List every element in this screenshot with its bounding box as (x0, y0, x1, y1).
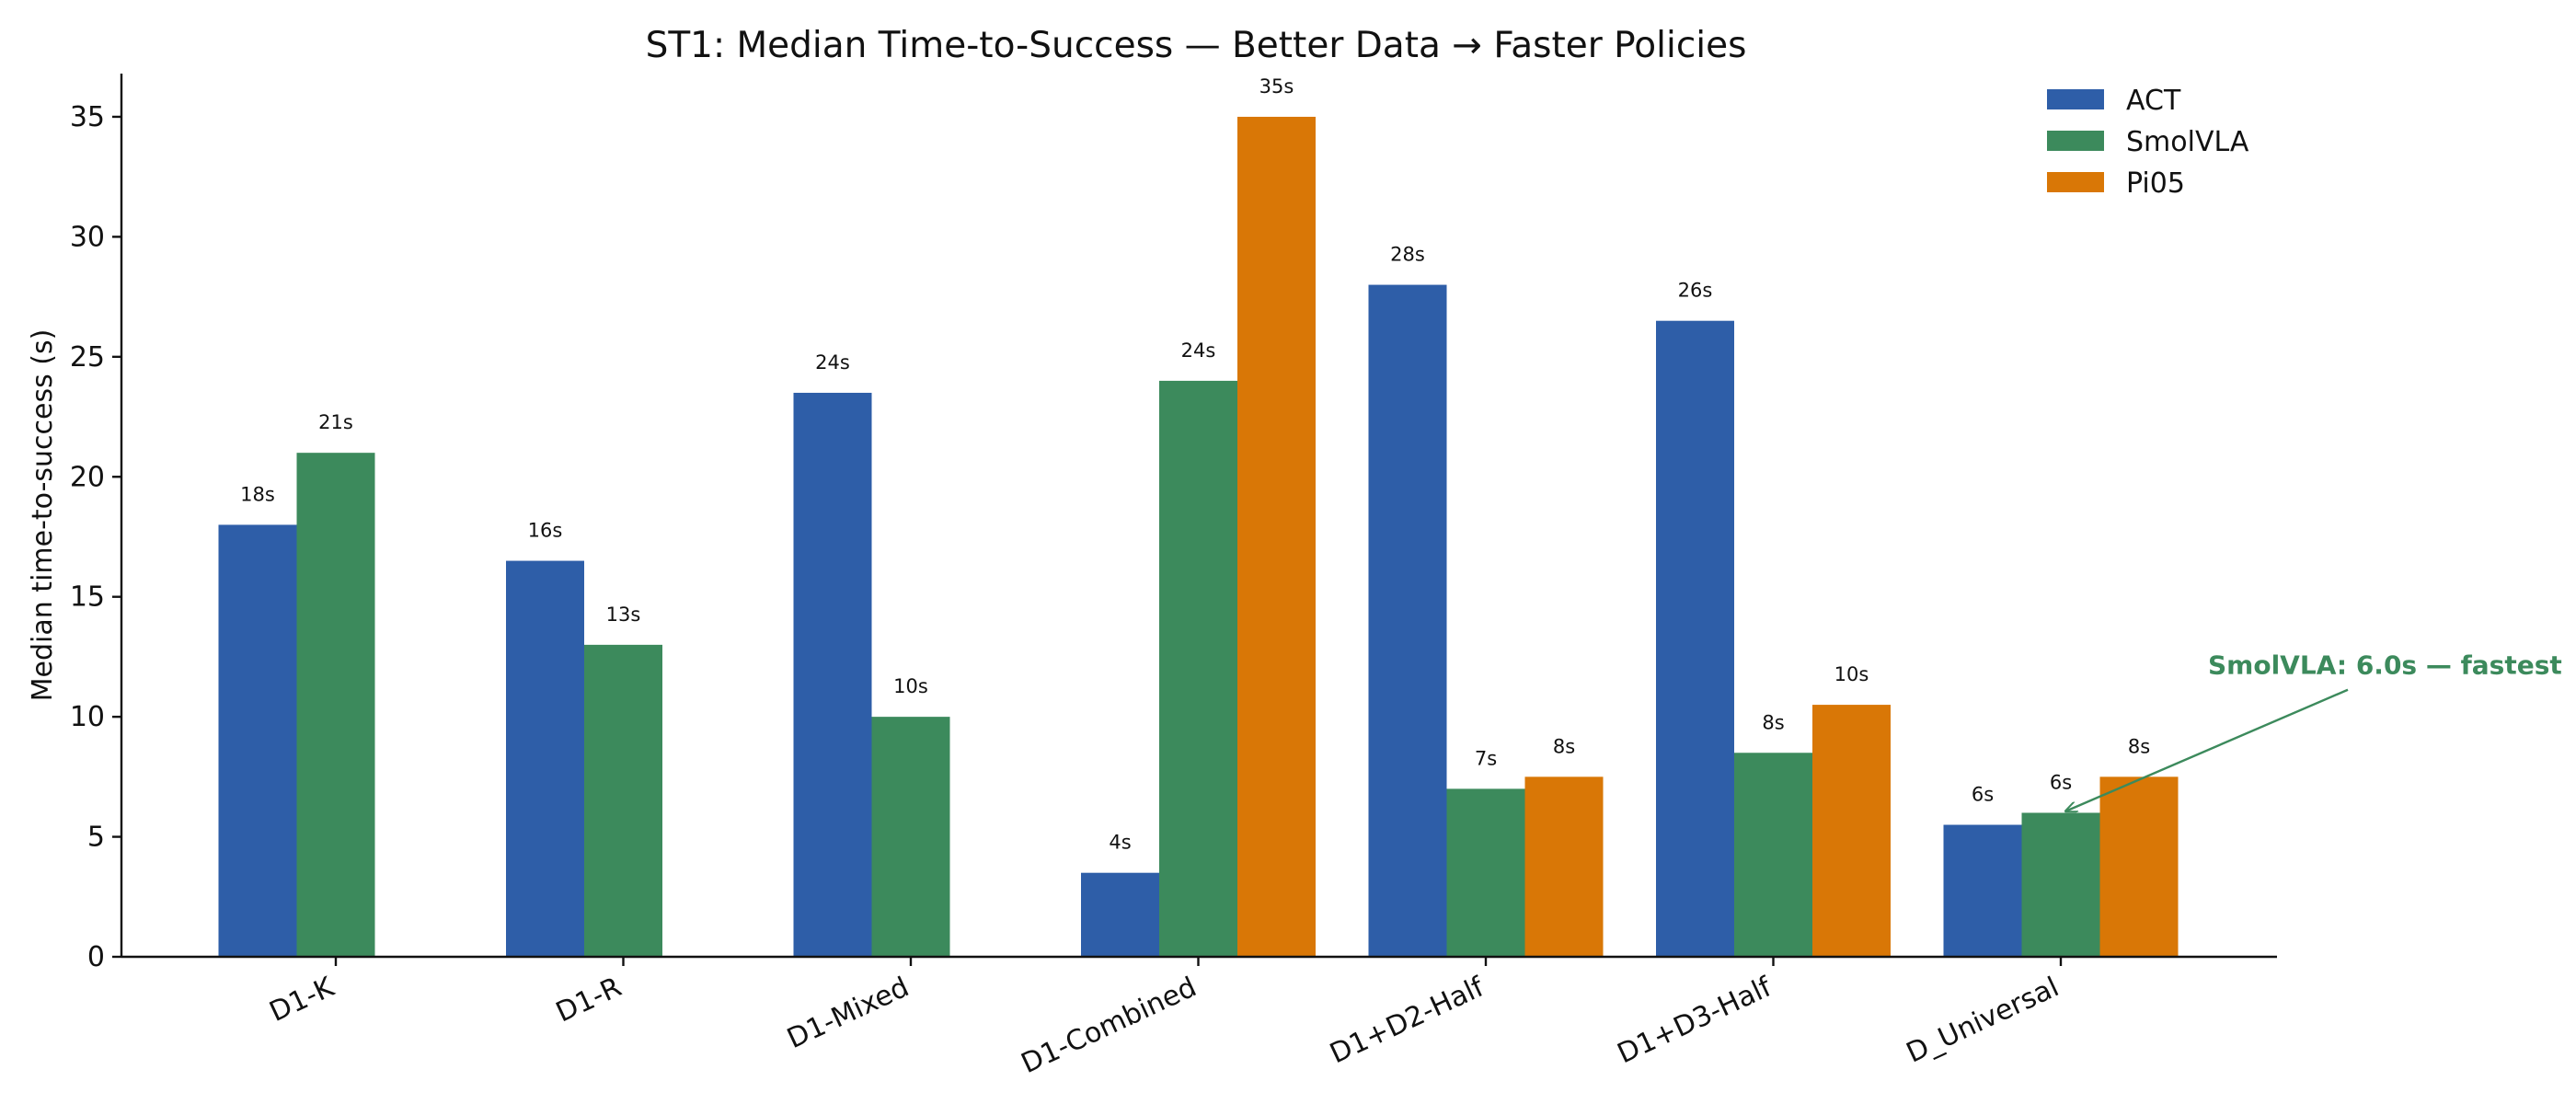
value-label: 8s (1553, 735, 1575, 757)
value-label: 18s (240, 483, 275, 505)
bar-pi05-d-universal (2099, 776, 2179, 957)
y-tick-label: 35 (70, 101, 105, 133)
bar-act-d1-d2-half (1368, 284, 1447, 958)
y-tick-label: 10 (70, 701, 105, 733)
bar-smolvla-d1-combined (1159, 380, 1237, 957)
value-label: 8s (2128, 735, 2150, 757)
x-tick-label: D1+D2-Half (1325, 971, 1489, 1070)
value-label: 4s (1109, 832, 1131, 854)
y-tick-label: 0 (87, 941, 105, 973)
value-label: 26s (1678, 280, 1713, 302)
legend-label-act: ACT (2126, 85, 2181, 117)
value-label: 10s (893, 675, 928, 697)
value-label: 8s (1762, 711, 1784, 733)
plot-area: 18s 21s 16s 13s 24s 10s 4s 24s 35s 28s 7s 8s 26s 8s 10… (70, 74, 2277, 1080)
bar-smolvla-d1-k (296, 453, 375, 957)
y-tick-label: 5 (87, 822, 105, 854)
legend-label-smolvla: SmolVLA (2126, 126, 2249, 158)
y-tick-label: 30 (70, 221, 105, 253)
value-label: 35s (1259, 75, 1294, 98)
y-axis-label: Median time-to-success (s) (27, 329, 59, 702)
bar-act-d1-k (218, 524, 297, 957)
bar-act-d1-d3-half (1656, 320, 1734, 957)
chart-title: ST1: Median Time-to-Success — Better Dat… (646, 25, 1747, 66)
value-label: 16s (528, 520, 563, 542)
value-label: 6s (2050, 771, 2072, 793)
x-tick-label: D1-K (265, 971, 340, 1029)
x-tick-label: D1-R (551, 972, 627, 1029)
value-label: 24s (815, 351, 850, 374)
value-label: 21s (318, 411, 353, 433)
bar-smolvla-d1-mixed (871, 717, 950, 957)
bar-act-d-universal (1943, 824, 2022, 957)
value-label: 13s (606, 604, 641, 626)
x-tick-label: D1-Mixed (782, 972, 914, 1056)
x-tick-label: D_Universal (1902, 972, 2064, 1070)
bar-act-d1-r (506, 560, 584, 957)
legend: ACT SmolVLA Pi05 (2047, 85, 2249, 200)
legend-swatch-pi05 (2047, 172, 2104, 192)
value-label: 7s (1475, 747, 1497, 769)
bar-act-d1-combined (1081, 872, 1159, 957)
annotation-arrow (2066, 688, 2349, 811)
bar-smolvla-d1-r (584, 644, 662, 957)
value-label: 24s (1181, 339, 1216, 362)
bar-pi05-d1-d2-half (1524, 776, 1604, 957)
value-label: 10s (1834, 663, 1869, 685)
y-tick-label: 15 (70, 581, 105, 614)
annotation-text: SmolVLA: 6.0s — fastest (2208, 650, 2562, 681)
value-label: 6s (1972, 784, 1994, 806)
bar-act-d1-mixed (793, 392, 872, 957)
bar-pi05-d1-combined (1237, 116, 1316, 957)
legend-swatch-smolvla (2047, 131, 2104, 151)
bar-smolvla-d1-d2-half (1446, 788, 1525, 957)
legend-swatch-act (2047, 89, 2104, 109)
bar-pi05-d1-d3-half (1812, 705, 1891, 957)
annotation: SmolVLA: 6.0s — fastest (2066, 650, 2562, 811)
x-tick-label: D1-Combined (1017, 972, 1202, 1081)
y-tick-label: 25 (70, 341, 105, 374)
x-tick-label: D1+D3-Half (1613, 971, 1777, 1070)
y-tick-label: 20 (70, 461, 105, 493)
bar-smolvla-d-universal (2021, 812, 2100, 957)
legend-label-pi05: Pi05 (2126, 167, 2185, 200)
bar-smolvla-d1-d3-half (1734, 753, 1812, 957)
value-label: 28s (1390, 244, 1425, 266)
